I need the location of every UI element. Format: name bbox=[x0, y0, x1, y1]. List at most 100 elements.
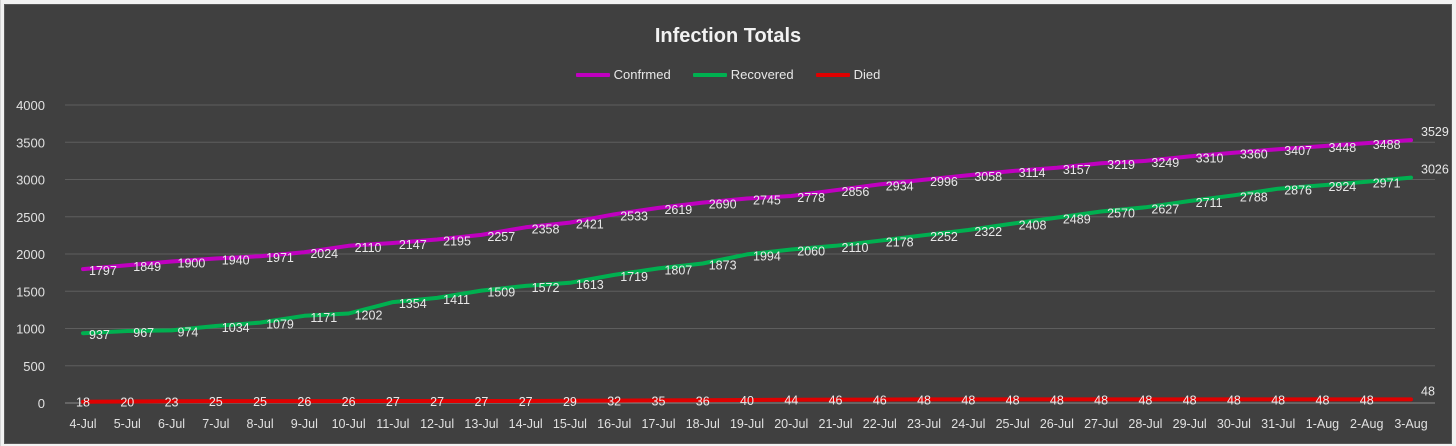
data-label: 27 bbox=[474, 395, 488, 409]
x-tick-label: 27-Jul bbox=[1084, 417, 1118, 431]
x-tick-label: 12-Jul bbox=[420, 417, 454, 431]
x-tick-label: 18-Jul bbox=[686, 417, 720, 431]
data-label: 3529 bbox=[1421, 125, 1449, 139]
data-label: 3058 bbox=[974, 170, 1002, 184]
data-label: 2060 bbox=[797, 245, 825, 259]
x-tick-label: 3-Aug bbox=[1394, 417, 1427, 431]
data-label: 48 bbox=[1360, 393, 1374, 407]
data-label: 2876 bbox=[1284, 184, 1312, 198]
series-line-1 bbox=[81, 175, 1413, 336]
x-tick-label: 20-Jul bbox=[774, 417, 808, 431]
data-label: 2110 bbox=[842, 241, 869, 255]
data-label: 48 bbox=[1227, 393, 1241, 407]
legend-label-died: Died bbox=[853, 67, 881, 82]
x-tick-label: 10-Jul bbox=[332, 417, 366, 431]
data-label: 48 bbox=[1183, 393, 1197, 407]
legend-swatch-died bbox=[815, 72, 850, 77]
data-label: 2147 bbox=[399, 238, 427, 252]
data-label: 1797 bbox=[89, 264, 117, 278]
data-label: 3249 bbox=[1151, 156, 1179, 170]
data-label: 20 bbox=[120, 396, 134, 410]
data-label: 1202 bbox=[355, 308, 383, 322]
data-label: 32 bbox=[607, 395, 621, 409]
data-label: 1572 bbox=[532, 281, 560, 295]
x-tick-label: 30-Jul bbox=[1217, 417, 1251, 431]
y-tick-label: 3500 bbox=[16, 135, 45, 150]
x-tick-label: 23-Jul bbox=[907, 417, 941, 431]
x-tick-label: 31-Jul bbox=[1261, 417, 1295, 431]
legend-item-confirmed: Confrmed bbox=[575, 67, 671, 82]
data-label: 2358 bbox=[532, 222, 560, 236]
data-label: 1079 bbox=[266, 318, 294, 332]
y-tick-label: 2500 bbox=[16, 210, 45, 225]
x-tick-label: 2-Aug bbox=[1350, 417, 1383, 431]
data-label: 36 bbox=[696, 394, 710, 408]
x-tick-label: 24-Jul bbox=[951, 417, 985, 431]
x-tick-label: 1-Aug bbox=[1306, 417, 1339, 431]
data-label: 3360 bbox=[1240, 148, 1268, 162]
chart-area[interactable]: Infection Totals Confrmed Recovered Died… bbox=[4, 4, 1452, 444]
data-label: 44 bbox=[784, 394, 798, 408]
series-line-0 bbox=[81, 138, 1413, 272]
x-tick-label: 16-Jul bbox=[597, 417, 631, 431]
data-label: 3407 bbox=[1284, 144, 1312, 158]
legend-swatch-recovered bbox=[692, 72, 727, 77]
x-tick-label: 6-Jul bbox=[158, 417, 185, 431]
data-label: 48 bbox=[1421, 384, 1435, 398]
x-tick-label: 11-Jul bbox=[376, 417, 409, 431]
data-label: 3026 bbox=[1421, 163, 1449, 177]
data-label: 27 bbox=[386, 395, 400, 409]
data-label: 1034 bbox=[222, 321, 250, 335]
data-label: 2110 bbox=[355, 241, 382, 255]
data-label: 3310 bbox=[1196, 151, 1224, 165]
data-label: 23 bbox=[165, 395, 179, 409]
data-label: 967 bbox=[133, 326, 154, 340]
data-label: 27 bbox=[519, 395, 533, 409]
data-label: 1873 bbox=[709, 258, 737, 272]
y-tick-label: 1500 bbox=[16, 284, 45, 299]
x-tick-label: 28-Jul bbox=[1128, 417, 1162, 431]
data-label: 2322 bbox=[974, 225, 1002, 239]
y-tick-label: 0 bbox=[38, 396, 45, 411]
x-tick-label: 9-Jul bbox=[291, 417, 318, 431]
data-label: 2711 bbox=[1196, 196, 1223, 210]
y-tick-label: 500 bbox=[23, 359, 45, 374]
data-label: 3448 bbox=[1328, 141, 1356, 155]
data-label: 48 bbox=[1006, 393, 1020, 407]
data-label: 2489 bbox=[1063, 213, 1091, 227]
data-label: 2996 bbox=[930, 175, 958, 189]
x-tick-label: 4-Jul bbox=[69, 417, 96, 431]
data-label: 2619 bbox=[664, 203, 692, 217]
data-label: 1354 bbox=[399, 297, 427, 311]
data-label: 48 bbox=[1316, 393, 1330, 407]
data-label: 48 bbox=[917, 393, 931, 407]
data-label: 29 bbox=[563, 395, 577, 409]
data-label: 48 bbox=[1050, 393, 1064, 407]
data-label: 1509 bbox=[487, 286, 515, 300]
data-label: 2856 bbox=[842, 185, 870, 199]
y-tick-label: 2000 bbox=[16, 247, 45, 262]
data-label: 46 bbox=[873, 394, 887, 408]
data-label: 1807 bbox=[664, 263, 692, 277]
x-tick-label: 14-Jul bbox=[509, 417, 543, 431]
data-label: 974 bbox=[178, 325, 199, 339]
data-label: 2024 bbox=[310, 247, 338, 261]
x-tick-label: 5-Jul bbox=[114, 417, 141, 431]
x-tick-label: 21-Jul bbox=[819, 417, 853, 431]
x-tick-label: 13-Jul bbox=[464, 417, 498, 431]
data-label: 48 bbox=[961, 393, 975, 407]
data-label: 2934 bbox=[886, 179, 914, 193]
data-label: 40 bbox=[740, 394, 754, 408]
data-label: 35 bbox=[652, 394, 666, 408]
data-label: 3157 bbox=[1063, 163, 1091, 177]
legend-swatch-confirmed bbox=[575, 72, 610, 77]
legend-label-confirmed: Confrmed bbox=[613, 67, 671, 82]
data-label: 2971 bbox=[1373, 177, 1401, 191]
data-label: 2421 bbox=[576, 218, 604, 232]
x-tick-label: 26-Jul bbox=[1040, 417, 1074, 431]
data-label: 26 bbox=[297, 395, 311, 409]
data-label: 2788 bbox=[1240, 190, 1268, 204]
data-label: 1719 bbox=[620, 270, 648, 284]
data-label: 1994 bbox=[753, 249, 781, 263]
